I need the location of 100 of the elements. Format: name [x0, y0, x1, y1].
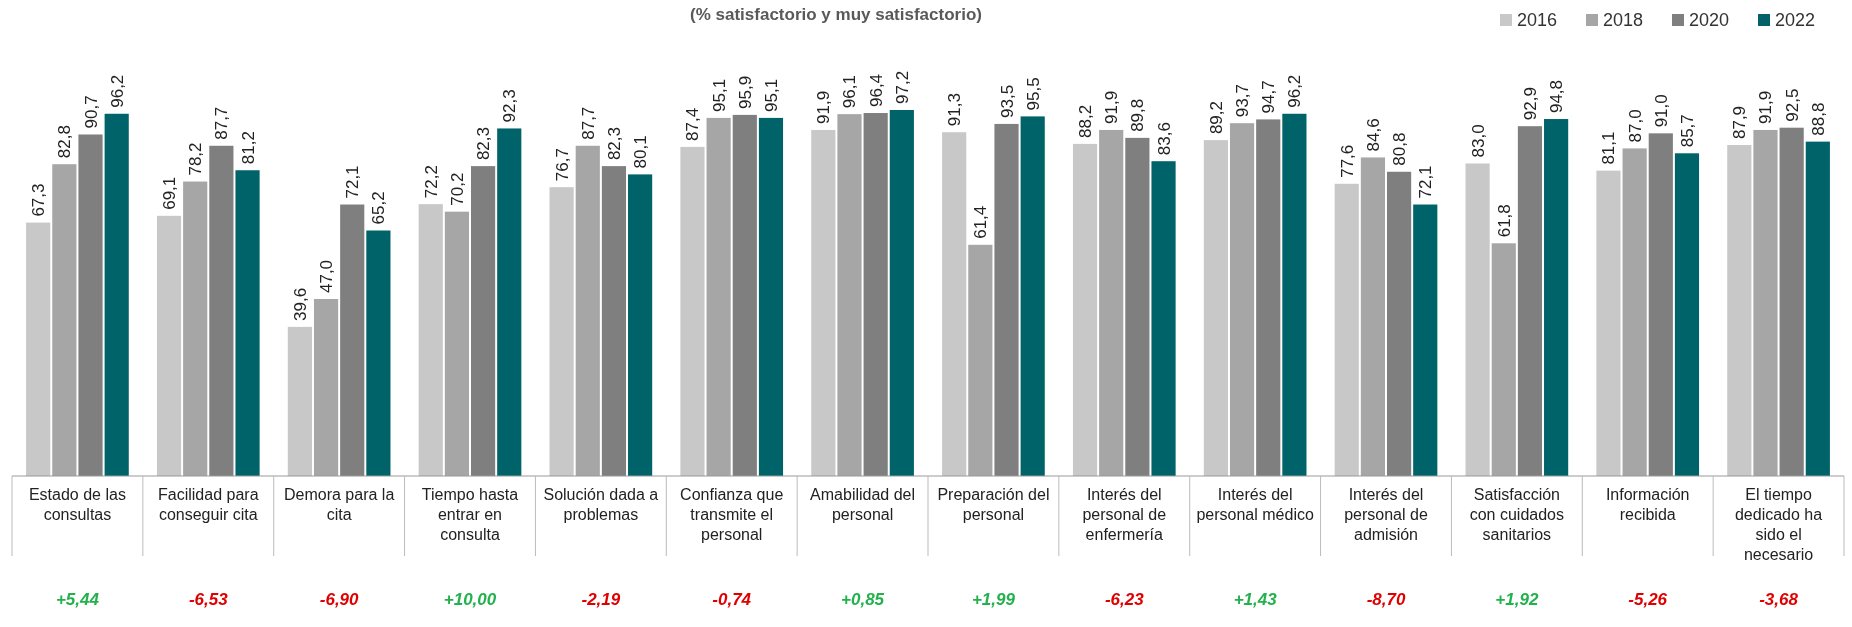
data-label: 87,9	[1730, 105, 1750, 140]
bar	[497, 128, 522, 476]
bar	[1072, 143, 1098, 476]
text: +1,99	[971, 590, 1016, 609]
bar	[889, 110, 914, 476]
data-label: 91,9	[1102, 90, 1122, 124]
data-label: 95,1	[709, 78, 729, 112]
text: +10,00	[443, 590, 497, 609]
bar	[418, 204, 443, 476]
bar	[575, 145, 600, 476]
bar	[104, 113, 129, 476]
bar	[1805, 141, 1830, 476]
bar	[994, 123, 1019, 476]
text: -8,70	[1366, 590, 1406, 609]
bar	[209, 145, 234, 476]
x-tick-label: Estado de las consultas	[28, 486, 126, 523]
data-label: 95,9	[735, 75, 755, 109]
bar	[78, 134, 103, 476]
x-tick-label: El tiempo dedicado ha sido el necesario	[1734, 486, 1823, 563]
data-label: 78,2	[186, 142, 206, 176]
bar	[1753, 129, 1778, 476]
x-tick-label: Información recibida	[1605, 486, 1690, 523]
bar	[732, 114, 757, 476]
data-label: 80,1	[631, 135, 651, 169]
data-label: 69,1	[160, 176, 180, 210]
bar	[340, 204, 365, 476]
data-label: 77,6	[1337, 144, 1357, 178]
chart-title: (% satisfactorio y muy satisfactorio)	[690, 5, 982, 24]
bar	[1648, 133, 1673, 476]
data-label: 39,6	[290, 287, 310, 321]
bar	[366, 230, 391, 476]
data-label: 93,5	[997, 84, 1017, 118]
x-tick-label: Amabilidad del personal	[810, 486, 916, 523]
bar	[968, 244, 993, 476]
text: -6,23	[1104, 590, 1145, 609]
x-tick-label: Satisfacción con cuidados sanitarios	[1469, 486, 1565, 543]
bar	[758, 117, 784, 476]
data-label: 82,8	[55, 125, 75, 159]
data-label: 70,2	[447, 172, 467, 206]
bar	[52, 164, 77, 476]
bar	[601, 166, 627, 476]
data-label: 84,6	[1363, 118, 1383, 152]
data-label: 91,0	[1651, 94, 1671, 128]
data-label: 92,5	[1782, 88, 1802, 122]
x-tick-label: Solución dada a problemas	[543, 486, 659, 523]
bar	[1151, 161, 1176, 476]
data-label: 81,2	[238, 131, 258, 165]
bar	[706, 117, 731, 476]
data-label: 61,4	[971, 205, 991, 239]
data-label: 67,3	[29, 183, 49, 217]
data-label: 92,9	[1520, 87, 1540, 121]
x-tick-label: Interés del personal médico	[1196, 486, 1314, 523]
legend-label: 2018	[1603, 10, 1644, 30]
bar	[1727, 145, 1752, 476]
data-label: 92,3	[500, 89, 520, 123]
text: +0,85	[841, 590, 885, 609]
bar	[942, 132, 967, 476]
bar	[680, 146, 705, 476]
data-label: 97,2	[892, 70, 912, 104]
data-label: 72,1	[343, 165, 363, 199]
data-label: 88,8	[1808, 102, 1828, 136]
bar	[287, 326, 312, 476]
bar	[235, 170, 260, 476]
data-label: 81,1	[1599, 131, 1619, 165]
data-label: 93,7	[1233, 84, 1253, 118]
text: +5,44	[55, 590, 100, 609]
legend-label: 2016	[1517, 10, 1558, 30]
data-label: 95,1	[761, 78, 781, 112]
data-label: 89,2	[1206, 101, 1226, 135]
data-label: 91,3	[945, 93, 965, 127]
bar	[549, 187, 574, 476]
data-label: 83,0	[1468, 124, 1488, 158]
bar	[1020, 116, 1045, 476]
bar	[183, 181, 208, 476]
text: -6,53	[188, 590, 229, 609]
x-tick-label: Preparación del personal	[937, 486, 1050, 523]
bar	[1256, 119, 1281, 476]
data-label: 61,8	[1494, 204, 1514, 238]
data-label: 96,1	[840, 75, 860, 109]
bar	[811, 129, 836, 476]
bar	[1779, 127, 1804, 476]
bar	[1413, 204, 1438, 476]
text: -3,68	[1759, 590, 1799, 609]
data-label: 76,7	[552, 148, 572, 182]
bar	[1125, 137, 1150, 476]
data-label: 47,0	[317, 259, 337, 294]
x-tick-label: Interés del personal de admisión	[1344, 486, 1428, 543]
bar	[1622, 148, 1647, 476]
data-label: 82,3	[474, 127, 494, 161]
text: -5,26	[1628, 590, 1668, 609]
bar	[1203, 140, 1228, 476]
data-label: 90,7	[81, 95, 101, 129]
bar	[1465, 163, 1490, 476]
x-tick-label: Facilidad para conseguir cita	[158, 486, 259, 523]
x-tick-label: Demora para la cita	[284, 486, 395, 523]
data-label: 72,1	[1416, 165, 1436, 199]
data-label: 91,9	[1756, 90, 1776, 124]
data-label: 94,7	[1259, 80, 1279, 114]
data-label: 96,4	[866, 73, 886, 108]
data-label: 87,0	[1625, 109, 1645, 143]
